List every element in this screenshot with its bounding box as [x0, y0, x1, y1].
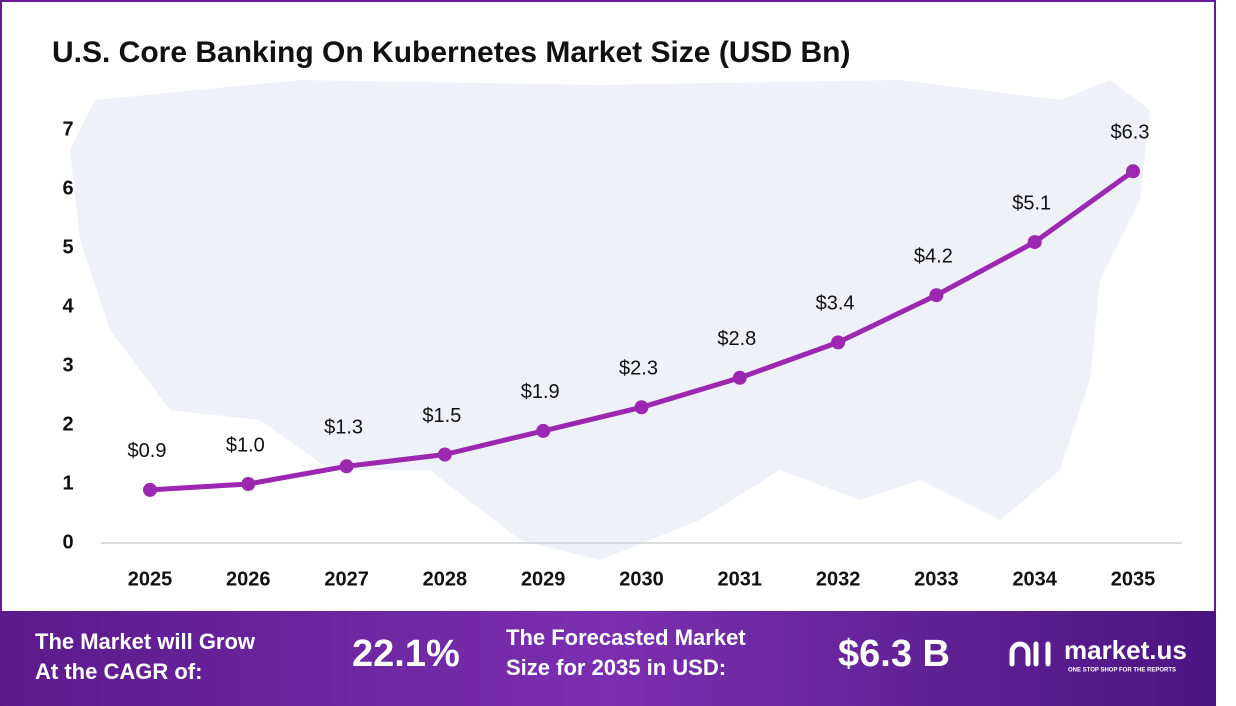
y-tick-label: 4: [62, 295, 74, 317]
point: [143, 482, 157, 497]
point: [1027, 235, 1042, 250]
point: [241, 477, 256, 491]
forecast-label: The Forecasted Market: [506, 625, 746, 650]
x-tick-label: 2034: [1012, 568, 1057, 590]
y-tick-label: 1: [62, 472, 73, 494]
point: [732, 370, 747, 385]
value-label: $1.9: [521, 381, 560, 403]
cagr-label: The Market will Grow: [35, 629, 256, 654]
point: [831, 335, 846, 350]
x-tick-label: 2032: [816, 568, 861, 590]
cagr-label: At the CAGR of:: [35, 659, 202, 684]
y-tick-label: 7: [62, 118, 73, 140]
y-tick-label: 0: [62, 531, 73, 553]
tagline: ONE STOP SHOP FOR THE REPORTS: [1068, 668, 1176, 674]
x-tick-label: 2026: [226, 568, 271, 590]
x-tick-label: 2033: [914, 568, 959, 590]
x-tick-label: 2035: [1111, 568, 1156, 590]
x-tick-label: 2028: [423, 568, 468, 590]
value-label: $6.3: [1111, 122, 1150, 144]
point: [536, 423, 551, 438]
x-tick-label: 2030: [619, 568, 664, 590]
value-label: $1.3: [324, 417, 363, 439]
point: [437, 447, 452, 462]
value-label: $4.2: [914, 245, 953, 267]
point: [929, 288, 944, 303]
point: [1126, 164, 1140, 179]
value-label: $2.8: [717, 328, 756, 350]
forecast-label: Size for 2035 in USD:: [506, 655, 726, 680]
brand-icon: [1009, 641, 1051, 667]
value-label: $2.3: [619, 358, 658, 380]
x-tick-label: 2029: [521, 568, 566, 590]
value-label: $1.0: [226, 434, 265, 456]
x-tick-label: 2027: [324, 568, 369, 590]
brand: market.us: [1064, 635, 1187, 665]
chart-title: U.S. Core Banking On Kubernetes Market S…: [52, 36, 850, 69]
y-tick-label: 3: [62, 354, 73, 376]
footer: The Market will Grow At the CAGR of: 22.…: [35, 625, 1187, 684]
value-label: $5.1: [1012, 192, 1051, 214]
map-background: [70, 80, 1150, 560]
point: [339, 459, 354, 474]
value-label: $0.9: [128, 440, 167, 462]
y-tick-label: 5: [62, 236, 73, 258]
x-tick-label: 2025: [128, 568, 173, 590]
cagr-value: 22.1%: [352, 633, 460, 675]
forecast-value: $6.3 B: [838, 633, 950, 675]
value-label: $3.4: [816, 293, 855, 315]
point: [634, 400, 649, 415]
value-label: $1.5: [422, 405, 461, 427]
y-tick-label: 6: [62, 177, 73, 199]
x-tick-label: 2031: [718, 568, 763, 590]
y-tick-label: 2: [62, 413, 73, 435]
